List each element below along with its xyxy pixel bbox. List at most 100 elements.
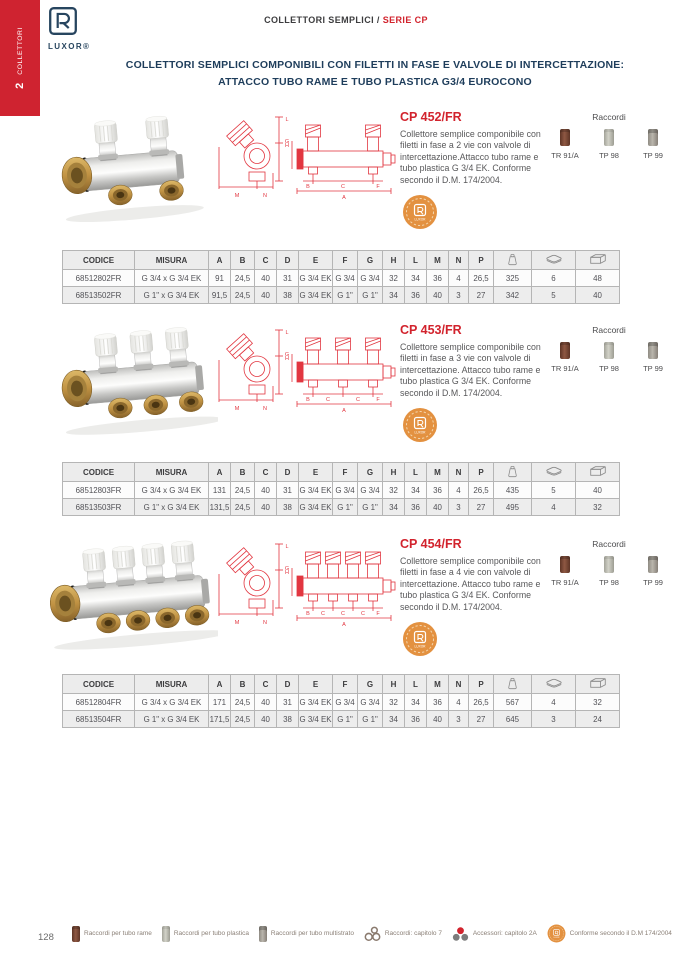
table-cell: 131,5 bbox=[208, 498, 231, 516]
table-cell: 34 bbox=[382, 498, 405, 516]
column-header: MISURA bbox=[134, 250, 209, 270]
column-header: F bbox=[332, 674, 358, 694]
product-photo bbox=[50, 106, 218, 230]
table-cell: 36 bbox=[426, 481, 449, 499]
table-cell: G 1" x G 3/4 EK bbox=[134, 498, 209, 516]
table-cell: 31 bbox=[276, 269, 299, 287]
table-cell: 34 bbox=[404, 481, 427, 499]
spec-table: CODICE MISURA A B C D E F G H L M N P 68512804FR G 3/4 … bbox=[62, 674, 620, 728]
spec-table: CODICE MISURA A B C D E F G H L M N P 68512803FR G 3/4 … bbox=[62, 462, 620, 516]
legend-item: Raccordi per tubo multistrato bbox=[258, 925, 354, 942]
table-cell: 24,5 bbox=[230, 286, 255, 304]
product-code: CP 452/FR bbox=[400, 110, 462, 124]
table-cell: 40 bbox=[426, 710, 449, 728]
raccordi-item-label: TP 98 bbox=[599, 578, 619, 587]
svg-text:B: B bbox=[306, 611, 310, 617]
table-cell: 3 bbox=[448, 498, 469, 516]
column-header: CODICE bbox=[62, 462, 135, 482]
box-icon bbox=[575, 250, 620, 270]
table-cell: G 3/4 bbox=[357, 269, 383, 287]
svg-text:F: F bbox=[376, 611, 380, 617]
table-cell: 5 bbox=[531, 286, 576, 304]
svg-text:C: C bbox=[361, 611, 365, 617]
spec-table: CODICE MISURA A B C D E F G H L M N P 68512802FR G 3/4 … bbox=[62, 250, 620, 304]
weight-icon bbox=[493, 250, 532, 270]
table-cell: G 3/4 x G 3/4 EK bbox=[134, 693, 209, 711]
table-cell: 36 bbox=[404, 710, 427, 728]
stack-icon bbox=[531, 462, 576, 482]
table-cell: 27 bbox=[468, 498, 494, 516]
table-cell: 31 bbox=[276, 693, 299, 711]
copper-fitting-icon bbox=[72, 925, 80, 942]
copper-fitting-icon bbox=[560, 342, 570, 359]
svg-text:LUXOR: LUXOR bbox=[553, 937, 560, 939]
svg-text:M: M bbox=[235, 620, 240, 626]
table-cell: 325 bbox=[493, 269, 532, 287]
legend-item: LUXOR Conforme secondo il D.M 174/2004 bbox=[547, 924, 672, 943]
svg-text:C: C bbox=[356, 397, 360, 403]
table-cell: G 3/4 EK bbox=[298, 498, 333, 516]
table-cell: G 1" x G 3/4 EK bbox=[134, 710, 209, 728]
table-cell: G 3/4 bbox=[332, 481, 358, 499]
stack-icon bbox=[531, 250, 576, 270]
table-row: 68513504FR G 1" x G 3/4 EK 171,5 24,5 40 38 G … bbox=[62, 710, 620, 728]
svg-text:L: L bbox=[285, 544, 288, 550]
svg-text:C: C bbox=[326, 397, 330, 403]
page-title: COLLETTORI SEMPLICI COMPONIBILI CON FILE… bbox=[75, 57, 675, 91]
table-cell: G 3/4 bbox=[332, 693, 358, 711]
svg-text:L: L bbox=[285, 330, 288, 336]
table-cell: 91,5 bbox=[208, 286, 231, 304]
raccordi-item-label: TP 99 bbox=[643, 578, 663, 587]
conformity-badge-icon: LUXOR bbox=[402, 621, 438, 657]
plastic-fitting-icon bbox=[604, 556, 614, 573]
table-cell: 68513503FR bbox=[62, 498, 135, 516]
column-header: H bbox=[382, 462, 405, 482]
rings-icon bbox=[364, 926, 381, 941]
copper-fitting-icon bbox=[560, 129, 570, 146]
luxor-logo-icon bbox=[49, 7, 77, 35]
page-title-line1: COLLETTORI SEMPLICI COMPONIBILI CON FILE… bbox=[125, 59, 625, 71]
column-header: M bbox=[426, 674, 449, 694]
table-cell: 38 bbox=[276, 710, 299, 728]
table-row: 68512803FR G 3/4 x G 3/4 EK 131 24,5 40 31 G 3… bbox=[62, 481, 620, 499]
svg-text:H: H bbox=[285, 570, 289, 576]
svg-text:LUXOR: LUXOR bbox=[415, 218, 427, 222]
column-header: F bbox=[332, 250, 358, 270]
column-header: N bbox=[448, 674, 469, 694]
column-header: G bbox=[357, 462, 383, 482]
column-header: MISURA bbox=[134, 674, 209, 694]
table-cell: 32 bbox=[382, 481, 405, 499]
table-cell: 40 bbox=[575, 286, 620, 304]
table-cell: 31 bbox=[276, 481, 299, 499]
legend-label: Conforme secondo il D.M 174/2004 bbox=[569, 930, 672, 937]
legend-label: Accessori: capitolo 2A bbox=[472, 930, 537, 937]
column-header: MISURA bbox=[134, 462, 209, 482]
table-cell: 32 bbox=[382, 693, 405, 711]
raccordi-panel: Raccordi TR 91/A TP 98 TP 99 bbox=[543, 112, 675, 160]
product-description: Collettore semplice componibile con file… bbox=[400, 129, 541, 185]
table-cell: 68512802FR bbox=[62, 269, 135, 287]
table-cell: 34 bbox=[382, 286, 405, 304]
column-header: C bbox=[254, 250, 277, 270]
svg-text:A: A bbox=[342, 408, 346, 414]
svg-text:C: C bbox=[341, 611, 345, 617]
table-cell: G 1" bbox=[357, 498, 383, 516]
copper-fitting-icon bbox=[560, 556, 570, 573]
table-cell: 495 bbox=[493, 498, 532, 516]
raccordi-item: TP 99 bbox=[631, 556, 675, 587]
table-cell: 40 bbox=[575, 481, 620, 499]
table-cell: 40 bbox=[254, 498, 277, 516]
table-cell: 40 bbox=[254, 269, 277, 287]
svg-text:M: M bbox=[235, 193, 240, 199]
table-cell: 26,5 bbox=[468, 693, 494, 711]
plastic-fitting-icon bbox=[161, 925, 170, 942]
column-header: F bbox=[332, 462, 358, 482]
conformity-badge-icon: LUXOR bbox=[402, 407, 438, 443]
column-header: G bbox=[357, 674, 383, 694]
product-info: CP 454/FR Collettore semplice componibil… bbox=[400, 537, 548, 657]
svg-text:G: G bbox=[285, 139, 289, 145]
conformity-badge-icon: LUXOR bbox=[547, 924, 566, 943]
column-header: C bbox=[254, 462, 277, 482]
